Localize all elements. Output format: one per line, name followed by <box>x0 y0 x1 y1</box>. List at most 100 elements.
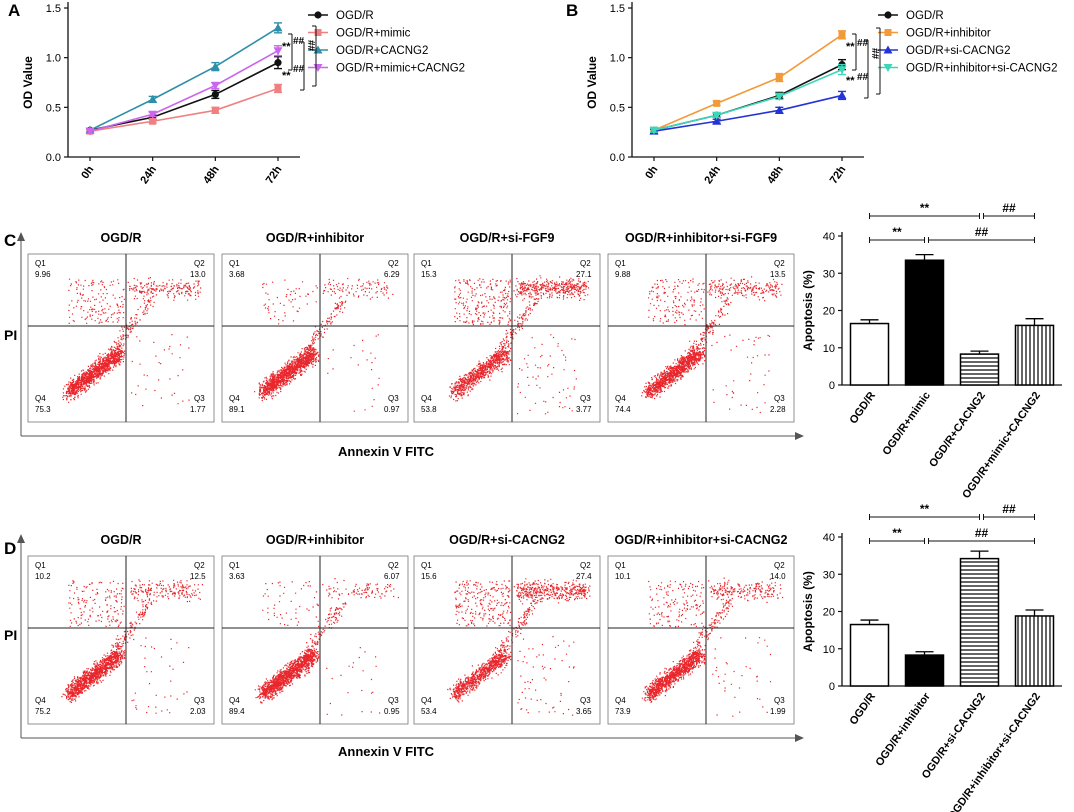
flow-plot-title: OGD/R+si-FGF9 <box>460 231 555 245</box>
sig-mark: ## <box>305 40 316 52</box>
quadrant-value-q2: 27.1 <box>576 270 592 279</box>
data-point <box>148 110 158 119</box>
legend-label: OGD/R <box>336 10 374 22</box>
sig-mark: ** <box>920 201 930 215</box>
quadrant-name: Q3 <box>580 696 591 705</box>
quadrant-name: Q1 <box>229 259 240 268</box>
quadrant-name: Q4 <box>35 394 46 403</box>
x-tick-label: 72h <box>264 164 285 187</box>
y-axis-label: OD Value <box>21 56 35 109</box>
flow-c-y-label: PI <box>4 327 17 343</box>
series-3 <box>649 63 847 135</box>
quadrant-name: Q2 <box>194 561 205 570</box>
quadrant-value-q4: 89.4 <box>229 707 245 716</box>
quadrant-value-q1: 3.63 <box>229 572 245 581</box>
data-point <box>273 47 283 56</box>
x-tick-label: OGD/R+inhibitor <box>874 690 934 768</box>
data-point <box>273 23 283 32</box>
flow-frame <box>221 253 409 423</box>
panel-letter-a: A <box>8 1 20 20</box>
quadrant-value-q3: 1.77 <box>190 405 206 414</box>
data-point <box>210 81 220 90</box>
flow-frame <box>221 555 409 725</box>
sig-mark: ## <box>975 225 989 239</box>
quadrant-name: Q1 <box>229 561 240 570</box>
quadrant-name: Q4 <box>615 696 626 705</box>
bar <box>1014 324 1055 386</box>
y-tick-label: 0.5 <box>46 102 61 114</box>
y-tick-label: 40 <box>823 231 835 243</box>
data-point <box>210 62 220 71</box>
quadrant-name: Q3 <box>194 394 205 403</box>
series-2 <box>85 22 283 134</box>
quadrant-value-q3: 3.77 <box>576 405 592 414</box>
flow-axes <box>17 232 804 440</box>
x-tick-label: 72h <box>828 164 849 187</box>
flow-plot-2: OGD/R+inhibitor Q1 3.68 Q2 6.29 Q4 89.1 Q3 0.97 <box>221 231 409 423</box>
x-tick-label: 0h <box>79 164 96 182</box>
series-line <box>653 34 843 131</box>
quadrant-name: Q1 <box>615 561 626 570</box>
flow-dots <box>254 578 399 716</box>
legend-label: OGD/R+inhibitor <box>906 28 991 40</box>
y-axis-label: OD Value <box>585 56 599 109</box>
quadrant-name: Q2 <box>580 259 591 268</box>
quadrant-name: Q1 <box>421 259 432 268</box>
data-point <box>649 126 659 135</box>
legend-label: OGD/R+mimic <box>336 28 411 40</box>
y-tick-label: 30 <box>823 569 835 581</box>
quadrant-name: Q2 <box>774 259 785 268</box>
bar <box>959 557 1000 687</box>
quadrant-value-q2: 6.07 <box>384 572 400 581</box>
quadrant-name: Q1 <box>421 561 432 570</box>
bar <box>904 259 945 386</box>
sig-mark: ## <box>1002 502 1016 516</box>
quadrant-name: Q4 <box>615 394 626 403</box>
flow-dots <box>62 277 202 407</box>
quadrant-value-q4: 89.1 <box>229 405 245 414</box>
flow-frame <box>607 555 795 725</box>
quadrant-name: Q3 <box>774 394 785 403</box>
legend: OGD/R OGD/R+mimic OGD/R+CACNG2 OGD/R+mimic+… <box>308 10 465 75</box>
flow-plot-3: OGD/R+si-CACNG2 Q1 15.6 Q2 27.4 Q4 53.4 Q3 3.65 <box>413 533 601 725</box>
y-tick-label: 0.5 <box>610 102 625 114</box>
sig-mark: ** <box>282 41 291 53</box>
flow-axis-y-arrow <box>17 534 25 543</box>
y-tick-label: 1.5 <box>46 3 61 15</box>
quadrant-value-q2: 13.5 <box>770 270 786 279</box>
y-tick-label: 0.0 <box>610 152 625 164</box>
series-1 <box>650 30 846 134</box>
data-point <box>211 90 219 99</box>
flow-plot-2: OGD/R+inhibitor Q1 3.63 Q2 6.07 Q4 89.4 Q3 0.95 <box>221 533 409 725</box>
data-point <box>837 66 847 75</box>
series-line <box>89 50 279 132</box>
series-line <box>89 61 279 131</box>
bar <box>959 353 1000 386</box>
quadrant-value-q4: 53.8 <box>421 405 437 414</box>
series-line <box>653 68 843 131</box>
flow-dots <box>448 275 590 415</box>
quadrant-value-q2: 13.0 <box>190 270 206 279</box>
bar <box>1014 615 1055 687</box>
y-tick-label: 1.5 <box>610 3 625 15</box>
flow-plot-4: OGD/R+inhibitor+si-CACNG2 Q1 10.1 Q2 14.0 Q4 7… <box>607 533 795 725</box>
legend-label: OGD/R <box>906 10 944 22</box>
quadrant-value-q1: 15.6 <box>421 572 437 581</box>
legend-label: OGD/R+si-CACNG2 <box>906 45 1010 57</box>
flow-plot-title: OGD/R+si-CACNG2 <box>449 533 565 547</box>
flow-dots <box>254 277 394 412</box>
bar <box>849 623 890 687</box>
legend-label: OGD/R+CACNG2 <box>336 45 428 57</box>
data-point <box>775 74 783 82</box>
sig-mark: ## <box>857 38 869 49</box>
series-2 <box>649 90 847 135</box>
flow-frame <box>413 253 601 423</box>
data-point <box>148 94 158 103</box>
flow-plot-title: OGD/R+inhibitor <box>266 231 364 245</box>
panel-letter-d: D <box>4 539 16 558</box>
sig-mark: ## <box>1002 201 1016 215</box>
legend-marker <box>883 45 893 54</box>
data-point <box>774 92 784 101</box>
